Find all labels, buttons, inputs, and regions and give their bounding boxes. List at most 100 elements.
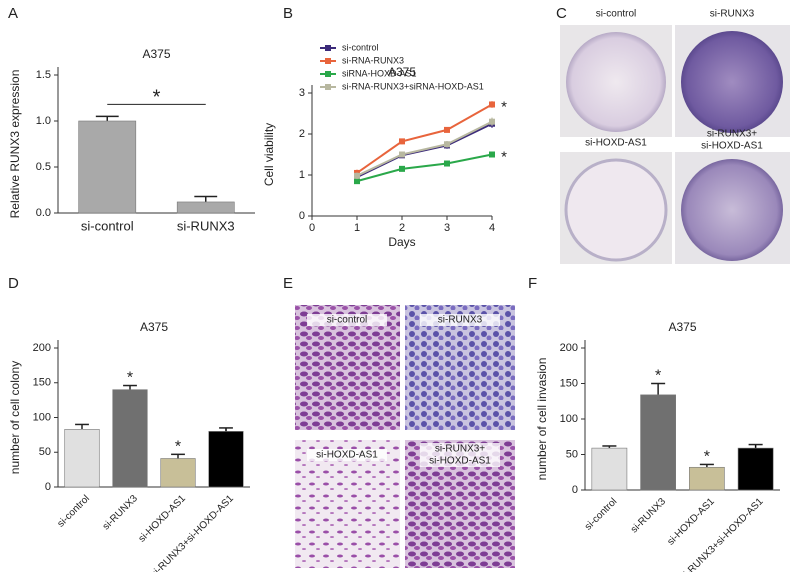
y-tick-label: 100 bbox=[33, 411, 51, 423]
y-tick-label: 200 bbox=[560, 342, 578, 354]
y-tick-label: 50 bbox=[566, 448, 578, 460]
panel-c-images bbox=[560, 25, 790, 264]
well bbox=[681, 31, 783, 133]
legend-label: si-RNA-RUNX3+siRNA-HOXD-AS1 bbox=[342, 81, 484, 91]
legend-marker bbox=[325, 45, 331, 51]
chart-title: A375 bbox=[668, 320, 696, 334]
legend-marker bbox=[325, 58, 331, 64]
panel-label: B bbox=[283, 5, 293, 22]
chart-title: A375 bbox=[140, 320, 168, 334]
bar bbox=[64, 429, 100, 488]
x-tick-label: si-control bbox=[583, 496, 619, 532]
y-axis-label: number of cell colony bbox=[8, 361, 22, 474]
y-tick-label: 0 bbox=[45, 481, 51, 493]
x-tick-label: 1 bbox=[354, 222, 360, 234]
panel-label: C bbox=[556, 5, 567, 22]
legend-label: si-control bbox=[342, 42, 379, 52]
y-tick-label: 0.0 bbox=[36, 207, 51, 219]
x-tick-label: si-control bbox=[56, 493, 92, 529]
significance-mark: * bbox=[127, 370, 133, 387]
panel-e-images bbox=[295, 305, 515, 568]
point bbox=[399, 138, 405, 145]
legend-label: si-RNA-RUNX3 bbox=[342, 55, 404, 65]
bar bbox=[591, 447, 628, 491]
caption-bg bbox=[307, 449, 387, 461]
legend-marker bbox=[325, 71, 331, 77]
point bbox=[399, 151, 405, 158]
series-line bbox=[356, 103, 493, 174]
bar bbox=[112, 389, 148, 488]
panel-label: F bbox=[528, 275, 537, 292]
point bbox=[444, 126, 450, 133]
image-caption: si-RUNX3+ bbox=[707, 129, 757, 140]
legend-label: siRNA-HOXD-AS1 bbox=[342, 68, 417, 78]
x-tick-label: 4 bbox=[489, 222, 495, 234]
x-tick-label: 2 bbox=[399, 222, 405, 234]
image-caption: si-RUNX3 bbox=[710, 9, 755, 20]
y-tick-label: 50 bbox=[39, 446, 51, 458]
panel-label: A bbox=[8, 5, 18, 22]
x-tick-label: si-RUNX3 bbox=[101, 493, 141, 533]
bar bbox=[176, 201, 235, 214]
image-caption: si-control bbox=[596, 9, 637, 20]
caption-bg bbox=[420, 455, 500, 467]
point bbox=[399, 165, 405, 172]
y-axis-label: number of cell invasion bbox=[535, 358, 549, 481]
significance-mark: * bbox=[153, 87, 161, 109]
y-axis-label: Relative RUNX3 expression bbox=[8, 70, 22, 219]
x-tick-label: si-HOXD-AS1 bbox=[137, 493, 189, 545]
image-caption: si-RUNX3+ bbox=[435, 444, 485, 455]
y-tick-label: 3 bbox=[299, 87, 305, 99]
x-tick-label: si-RUNX3+si-HOXD-AS1 bbox=[149, 493, 236, 572]
y-tick-label: 2 bbox=[299, 128, 305, 140]
caption-bg bbox=[420, 314, 500, 326]
caption-bg bbox=[307, 314, 387, 326]
image-caption: si-HOXD-AS1 bbox=[701, 141, 763, 152]
y-tick-label: 150 bbox=[560, 377, 578, 389]
legend-marker bbox=[325, 84, 331, 90]
point bbox=[354, 172, 360, 179]
series-line bbox=[356, 153, 493, 183]
y-tick-label: 1.0 bbox=[36, 115, 51, 127]
x-axis-label: Days bbox=[388, 235, 415, 249]
x-tick-label: si-RUNX3 bbox=[629, 496, 669, 536]
y-tick-label: 100 bbox=[560, 413, 578, 425]
image-caption: si-RUNX3 bbox=[438, 315, 483, 326]
micrograph bbox=[295, 440, 400, 568]
bar bbox=[640, 394, 676, 491]
chart-title: A375 bbox=[142, 47, 170, 61]
significance-mark: * bbox=[655, 368, 661, 385]
bar bbox=[689, 466, 725, 491]
series-line bbox=[356, 120, 493, 177]
point bbox=[489, 151, 495, 158]
image-caption: si-HOXD-AS1 bbox=[429, 456, 491, 467]
well bbox=[566, 32, 666, 132]
x-tick-label: 3 bbox=[444, 222, 450, 234]
image-caption: si-control bbox=[327, 315, 368, 326]
well bbox=[564, 158, 668, 262]
y-tick-label: 1.5 bbox=[36, 69, 51, 81]
x-tick-label: si-HOXD-AS1 bbox=[665, 496, 717, 548]
significance-mark: * bbox=[501, 98, 507, 115]
x-tick-label: si-RUNX3+si-HOXD-AS1 bbox=[679, 496, 766, 572]
point bbox=[444, 160, 450, 167]
significance-mark: * bbox=[704, 449, 710, 466]
significance-mark: * bbox=[175, 439, 181, 456]
x-tick-label: si-control bbox=[81, 218, 134, 233]
image-caption: si-HOXD-AS1 bbox=[316, 450, 378, 461]
panel-label: E bbox=[283, 275, 293, 292]
image-caption: si-HOXD-AS1 bbox=[585, 138, 647, 149]
point bbox=[354, 178, 360, 185]
bar bbox=[78, 120, 137, 214]
x-tick-label: si-RUNX3 bbox=[177, 218, 235, 233]
y-tick-label: 0.5 bbox=[36, 161, 51, 173]
y-tick-label: 200 bbox=[33, 342, 51, 354]
x-tick-label: 0 bbox=[309, 222, 315, 234]
point bbox=[489, 118, 495, 125]
significance-mark: * bbox=[501, 148, 507, 165]
bar bbox=[208, 431, 244, 488]
bar bbox=[737, 447, 774, 491]
point bbox=[444, 141, 450, 148]
caption-bg bbox=[420, 443, 500, 455]
